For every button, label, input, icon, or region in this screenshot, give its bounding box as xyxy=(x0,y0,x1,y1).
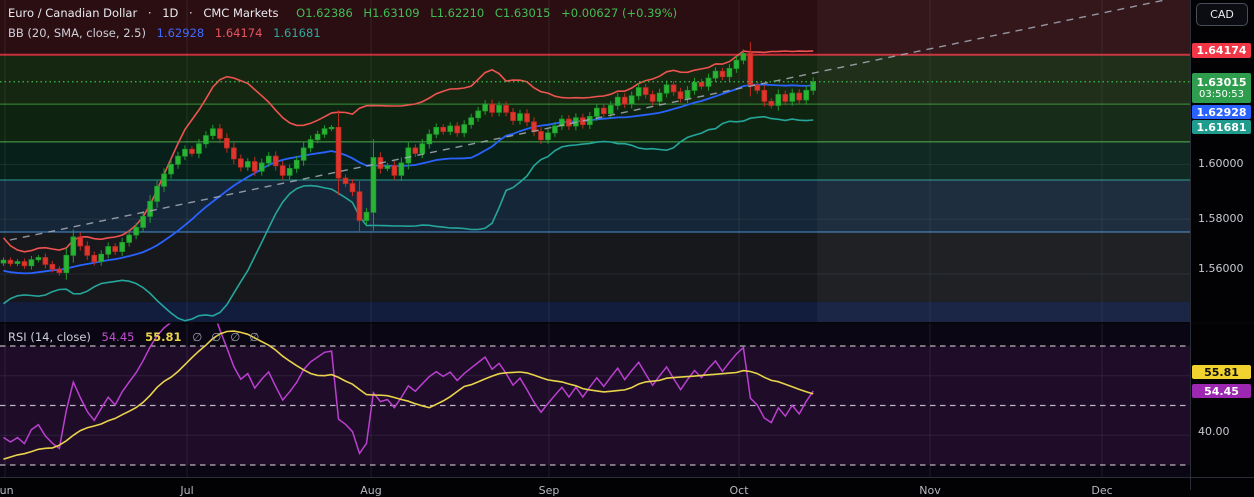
price-axis-tick: 1.58000 xyxy=(1198,212,1244,225)
ohlc-high: H1.63109 xyxy=(363,6,420,20)
bb-label: BB (20, SMA, close, 2.5) xyxy=(8,26,146,40)
rsi-empty-values: ∅ ∅ ∅ ∅ xyxy=(192,330,268,344)
price-axis-tick: 1.56000 xyxy=(1198,262,1244,275)
rsi-axis-tick: 40.00 xyxy=(1198,425,1230,438)
bb-basis-value: 1.62928 xyxy=(156,26,205,40)
symbol-header: Euro / Canadian Dollar · 1D · CMC Market… xyxy=(8,6,684,20)
time-axis-month-label: Jul xyxy=(180,484,194,497)
time-axis-month-label: Nov xyxy=(919,484,941,497)
ohlc-low: L1.62210 xyxy=(430,6,485,20)
ohlc-change: +0.00627 (+0.39%) xyxy=(561,6,678,20)
rsi-label: RSI (14, close) xyxy=(8,330,91,344)
bb-lower-value: 1.61681 xyxy=(273,26,321,40)
rsi-ma-value: 55.81 xyxy=(145,330,182,344)
time-axis-month-label: Sep xyxy=(538,484,560,497)
rsi-value: 54.45 xyxy=(101,330,135,344)
price-axis-tick: 1.60000 xyxy=(1198,157,1244,170)
rsi-axis-badge: 55.81 xyxy=(1192,365,1251,379)
time-axis-month-label: Dec xyxy=(1091,484,1113,497)
ohlc-open: O1.62386 xyxy=(296,6,353,20)
empty-set-icon: ∅ xyxy=(211,330,222,344)
time-axis-month-label: Jun xyxy=(0,484,14,497)
rsi-indicator-header: RSI (14, close) 54.45 55.81 ∅ ∅ ∅ ∅ xyxy=(8,330,275,344)
time-axis-month-label: Aug xyxy=(360,484,382,497)
ohlc-close: C1.63015 xyxy=(494,6,551,20)
rsi-axis-badge: 54.45 xyxy=(1192,384,1251,398)
empty-set-icon: ∅ xyxy=(230,330,241,344)
empty-set-icon: ∅ xyxy=(192,330,203,344)
currency-button[interactable]: CAD xyxy=(1196,3,1248,26)
price-axis-badge: 1.63015 03:50:53 xyxy=(1192,73,1251,103)
time-axis-month-label: Oct xyxy=(729,484,749,497)
bb-upper-value: 1.64174 xyxy=(214,26,263,40)
price-axis-badge: 1.62928 xyxy=(1192,105,1251,119)
price-axis-badge: 1.64174 xyxy=(1192,42,1251,58)
bb-indicator-header: BB (20, SMA, close, 2.5) 1.62928 1.64174… xyxy=(8,26,328,40)
price-axis-badge: 1.61681 xyxy=(1192,120,1251,134)
empty-set-icon: ∅ xyxy=(249,330,260,344)
symbol-title: Euro / Canadian Dollar · 1D · CMC Market… xyxy=(8,6,279,20)
